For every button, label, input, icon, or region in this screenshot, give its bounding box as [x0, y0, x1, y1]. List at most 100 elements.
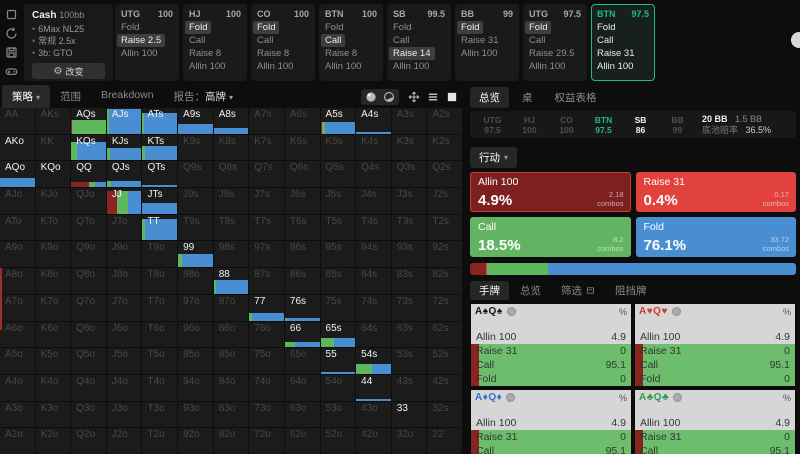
hand-cell-J4o[interactable]: J4o	[106, 374, 142, 401]
history-action-allin-100[interactable]: Allin 100	[189, 61, 226, 72]
action-box-raise-31[interactable]: Raise 31 0.4% 0.17 combos	[635, 172, 796, 212]
hand-cell-A7s[interactable]: A7s	[249, 108, 284, 134]
list-icon[interactable]	[427, 91, 439, 103]
floating-widget-button[interactable]	[791, 32, 800, 48]
history-action-allin-100[interactable]: Allin 100	[257, 61, 294, 72]
hand-cell-KJo[interactable]: KJo	[35, 188, 71, 214]
hand-cell-J9s[interactable]: J9s	[178, 188, 213, 214]
hand-cell-J6s[interactable]: J6s	[284, 188, 320, 214]
history-action-raise-31[interactable]: Raise 31	[597, 48, 635, 59]
frame-icon[interactable]	[5, 8, 18, 21]
hand-cell-93s[interactable]: 93s	[391, 241, 427, 268]
hand-cell-Q6o[interactable]: Q6o	[71, 321, 106, 348]
hand-cell-44[interactable]: 44	[356, 374, 391, 401]
hand-cell-T7s[interactable]: T7s	[249, 214, 284, 241]
hand-cell-95s[interactable]: 95s	[320, 241, 356, 268]
hand-cell-53o[interactable]: 53o	[320, 401, 356, 428]
hand-cell-K4s[interactable]: K4s	[356, 134, 391, 161]
hand-cell-A4s[interactable]: A4s	[356, 108, 391, 134]
hand-cell-K3o[interactable]: K3o	[35, 401, 71, 428]
sphere-icon[interactable]	[365, 91, 377, 103]
hand-cell-92s[interactable]: 92s	[427, 241, 462, 268]
hand-cell-75o[interactable]: 75o	[249, 348, 284, 374]
hand-cell-98o[interactable]: 98o	[178, 268, 213, 294]
hand-cell-J8o[interactable]: J8o	[106, 268, 142, 294]
hand-cell-K9s[interactable]: K9s	[178, 134, 213, 161]
hand-cell-85o[interactable]: 85o	[213, 348, 249, 374]
hand-cell-84o[interactable]: 84o	[213, 374, 249, 401]
action-box-call[interactable]: Call 18.5% 8.2 combos	[470, 217, 631, 257]
hand-cell-84s[interactable]: 84s	[356, 268, 391, 294]
hand-cell-J3s[interactable]: J3s	[391, 188, 427, 214]
position-chip-sb[interactable]: SB 86	[622, 115, 659, 135]
hand-cell-Q8s[interactable]: Q8s	[213, 161, 249, 188]
hand-cell-A2s[interactable]: A2s	[427, 108, 462, 134]
hand-cell-K4o[interactable]: K4o	[35, 374, 71, 401]
hand-cell-QTo[interactable]: QTo	[71, 214, 106, 241]
history-action-fold[interactable]: Fold	[457, 21, 513, 34]
hand-cell-JJ[interactable]: JJ	[106, 188, 142, 214]
hand-cell-74s[interactable]: 74s	[356, 294, 391, 321]
position-chip-btn[interactable]: BTN 97.5	[585, 115, 622, 135]
history-action-raise-14[interactable]: Raise 14	[389, 47, 445, 60]
hand-cell-94s[interactable]: 94s	[356, 241, 391, 268]
hand-cell-66[interactable]: 66	[284, 321, 320, 348]
hand-cell-77[interactable]: 77	[249, 294, 284, 321]
hand-cell-63s[interactable]: 63s	[391, 321, 427, 348]
hand-cell-83s[interactable]: 83s	[391, 268, 427, 294]
hand-cell-55[interactable]: 55	[320, 348, 356, 374]
hand-cell-Q7s[interactable]: Q7s	[249, 161, 284, 188]
history-action-fold[interactable]: Fold	[393, 22, 412, 33]
change-settings-button[interactable]: ⚙ 改变	[32, 63, 105, 79]
tab-筛选[interactable]: 筛选	[552, 281, 604, 300]
hand-cell-A7o[interactable]: A7o	[0, 294, 35, 321]
hand-cell-A6o[interactable]: A6o	[0, 321, 35, 348]
hand-cell-T3s[interactable]: T3s	[391, 214, 427, 241]
hand-cell-Q7o[interactable]: Q7o	[71, 294, 106, 321]
hand-cell-K7o[interactable]: K7o	[35, 294, 71, 321]
hand-cell-K6o[interactable]: K6o	[35, 321, 71, 348]
hand-cell-K5s[interactable]: K5s	[320, 134, 356, 161]
action-dropdown[interactable]: 行动 ▾	[470, 147, 518, 168]
hand-cell-73o[interactable]: 73o	[249, 401, 284, 428]
hand-cell-AJo[interactable]: AJo	[0, 188, 35, 214]
tab-总览[interactable]: 总览	[511, 281, 550, 300]
hand-cell-52s[interactable]: 52s	[427, 348, 462, 374]
hand-cell-T3o[interactable]: T3o	[142, 401, 178, 428]
hand-cell-K9o[interactable]: K9o	[35, 241, 71, 268]
hand-cell-T8o[interactable]: T8o	[142, 268, 178, 294]
action-box-fold[interactable]: Fold 76.1% 33.72 combos	[635, 217, 796, 257]
hand-cell-85s[interactable]: 85s	[320, 268, 356, 294]
expand-icon[interactable]	[408, 90, 420, 103]
hand-cell-T6s[interactable]: T6s	[284, 214, 320, 241]
hand-cell-AKs[interactable]: AKs	[35, 108, 71, 134]
position-chip-utg[interactable]: UTG 97.5	[474, 115, 511, 135]
hand-cell-Q4s[interactable]: Q4s	[356, 161, 391, 188]
hand-cell-J2o[interactable]: J2o	[106, 428, 142, 454]
history-action-raise-8[interactable]: Raise 8	[325, 48, 358, 59]
action-box-allin-100[interactable]: Allin 100 4.9% 2.18 combos	[470, 172, 631, 212]
history-action-allin-100[interactable]: Allin 100	[597, 61, 634, 72]
tab-breakdown[interactable]: Breakdown	[91, 85, 164, 108]
tab-权益表格[interactable]: 权益表格	[554, 91, 597, 104]
hand-cell-96s[interactable]: 96s	[284, 241, 320, 268]
hand-cell-Q3s[interactable]: Q3s	[391, 161, 427, 188]
tab-高牌[interactable]: 报告：高牌 ▾	[164, 85, 244, 108]
hand-cell-22[interactable]: 22	[427, 428, 462, 454]
hand-cell-K5o[interactable]: K5o	[35, 348, 71, 374]
hand-cell-86o[interactable]: 86o	[213, 321, 249, 348]
position-chip-bb[interactable]: BB 99	[659, 115, 696, 135]
hand-tile-AsQs[interactable]: A♠Q♠% Allin 100 4.9 Raise 31 0 Call 95.1 Fold 0	[470, 303, 632, 387]
history-action-call[interactable]: Call	[321, 34, 377, 47]
hand-cell-A4o[interactable]: A4o	[0, 374, 35, 401]
hand-cell-K8o[interactable]: K8o	[35, 268, 71, 294]
hand-cell-A2o[interactable]: A2o	[0, 428, 35, 454]
hand-cell-T7o[interactable]: T7o	[142, 294, 178, 321]
hand-cell-T4o[interactable]: T4o	[142, 374, 178, 401]
hand-cell-76o[interactable]: 76o	[249, 321, 284, 348]
hand-cell-75s[interactable]: 75s	[320, 294, 356, 321]
hand-cell-42o[interactable]: 42o	[356, 428, 391, 454]
hand-cell-64o[interactable]: 64o	[284, 374, 320, 401]
hand-cell-Q9s[interactable]: Q9s	[178, 161, 213, 188]
